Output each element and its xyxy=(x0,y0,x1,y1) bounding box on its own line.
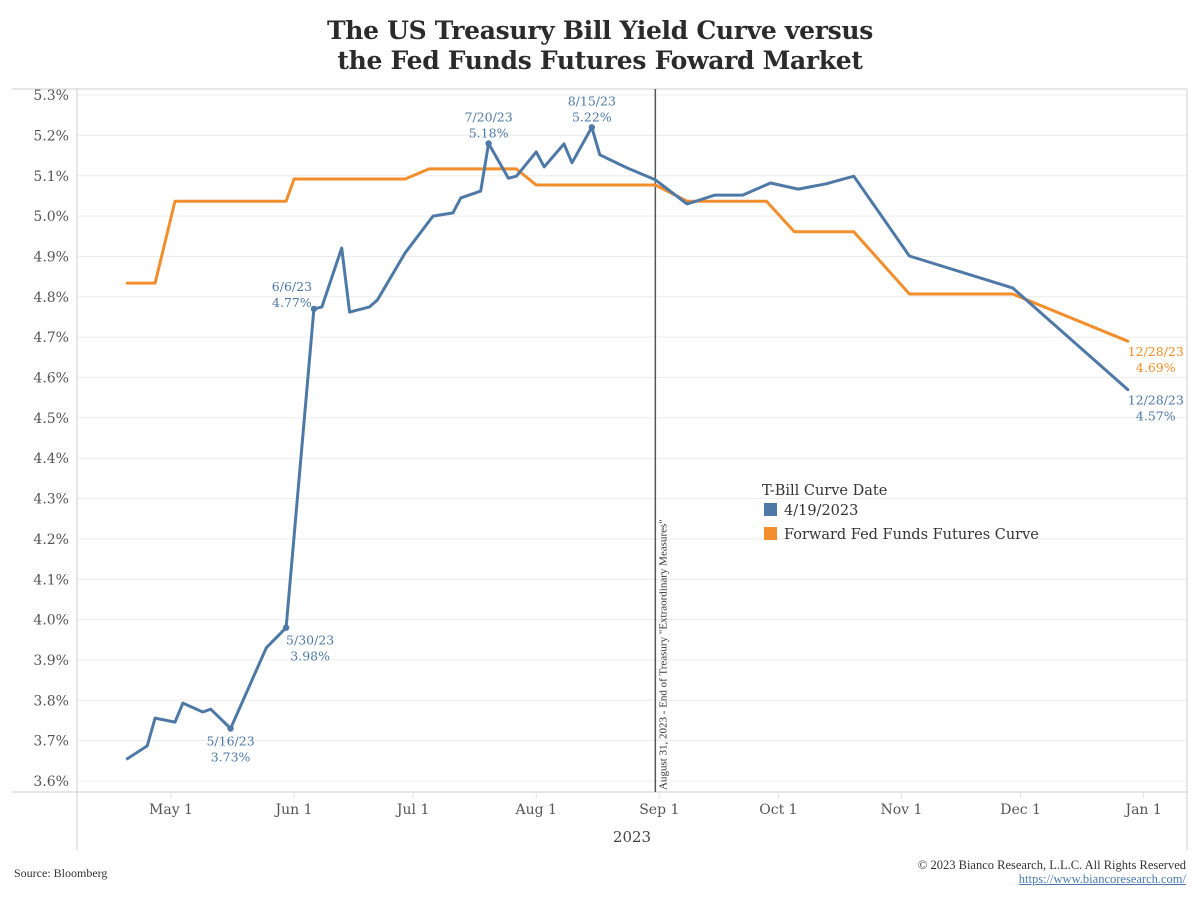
y-tick-label: 4.2% xyxy=(33,532,69,548)
x-tick-label: Jun 1 xyxy=(274,802,313,818)
annotation-label: 12/28/23 xyxy=(1128,344,1184,359)
y-tick-label: 4.1% xyxy=(33,572,69,588)
y-tick-label: 4.6% xyxy=(33,371,69,387)
annotation-label: 7/20/23 xyxy=(465,109,513,124)
y-tick-label: 5.3% xyxy=(33,88,69,104)
copyright-text: © 2023 Bianco Research, L.L.C. All Right… xyxy=(917,858,1186,872)
y-tick-label: 5.1% xyxy=(33,169,69,185)
x-tick-label: Dec 1 xyxy=(1000,802,1041,818)
website-link[interactable]: https://www.biancoresearch.com/ xyxy=(1018,872,1186,886)
y-axis-ticks: 3.6% 3.7% 3.8% 3.9% 4.0% 4.1% 4.2% 4.3% 4.4% 4.5%… xyxy=(33,88,69,790)
copyright-block: © 2023 Bianco Research, L.L.C. All Right… xyxy=(918,858,1186,886)
y-tick-label: 4.8% xyxy=(33,290,69,306)
legend-title: T-Bill Curve Date xyxy=(762,483,887,499)
annotation-label: 6/6/23 xyxy=(272,279,312,294)
series-line-tbill xyxy=(125,125,1130,761)
gridlines xyxy=(77,94,1187,782)
y-tick-label: 3.8% xyxy=(33,693,69,709)
y-tick-label: 3.7% xyxy=(33,734,69,750)
legend-label-tbill[interactable]: 4/19/2023 xyxy=(784,503,858,519)
series-group xyxy=(125,125,1130,761)
x-tick-label: Jul 1 xyxy=(395,802,429,818)
annotations-group: 5/16/233.73% 5/30/233.98% 6/6/234.77% 7/20/… xyxy=(206,93,1183,764)
reference-line-group: August 31, 2023 - End of Treasury "Extra… xyxy=(654,89,669,792)
annotation-label: 4.77% xyxy=(272,295,312,310)
annotation-label: 5/16/23 xyxy=(206,734,254,749)
source-note: Source: Bloomberg xyxy=(14,866,108,880)
x-tick-label: Sep 1 xyxy=(639,802,679,818)
annotation-label: 5.18% xyxy=(469,125,509,140)
legend: T-Bill Curve Date 4/19/2023 Forward Fed … xyxy=(762,483,1039,543)
y-tick-label: 5.0% xyxy=(33,209,69,225)
annotation-label: 5.22% xyxy=(572,109,612,124)
annotation-marker xyxy=(485,140,492,147)
y-tick-label: 4.0% xyxy=(33,613,69,629)
annotation-label: 3.98% xyxy=(290,649,330,664)
reference-line-label: August 31, 2023 - End of Treasury "Extra… xyxy=(657,519,669,790)
annotation-label: 3.73% xyxy=(211,750,251,765)
chart-title-line-1: The US Treasury Bill Yield Curve versus xyxy=(326,16,874,45)
y-tick-label: 5.2% xyxy=(33,128,69,144)
x-axis-ticks: May 1 Jun 1 Jul 1 Aug 1 Sep 1 Oct 1 Nov 1 Dec 1… xyxy=(149,792,1162,818)
legend-label-futures[interactable]: Forward Fed Funds Futures Curve xyxy=(784,527,1039,543)
x-axis-label: 2023 xyxy=(613,828,651,846)
y-tick-label: 3.9% xyxy=(33,653,69,669)
chart-title: The US Treasury Bill Yield Curve versus … xyxy=(0,16,1200,76)
annotation-marker xyxy=(227,725,234,732)
annotation-label: 12/28/23 xyxy=(1128,393,1184,408)
y-tick-label: 4.9% xyxy=(33,249,69,265)
annotation-label: 8/15/23 xyxy=(568,93,616,108)
x-tick-label: Jan 1 xyxy=(1123,802,1161,818)
plot-frame xyxy=(12,88,1188,850)
x-tick-label: Aug 1 xyxy=(515,802,557,818)
series-line-fed-funds-futures xyxy=(125,167,1130,343)
annotation-marker xyxy=(310,305,318,313)
annotation-marker xyxy=(588,124,596,131)
annotation-label: 4.69% xyxy=(1136,360,1176,375)
y-tick-label: 4.3% xyxy=(33,492,69,508)
annotation-marker xyxy=(282,624,290,631)
y-tick-label: 4.4% xyxy=(33,451,69,467)
y-tick-label: 4.5% xyxy=(33,411,69,427)
chart-title-line-2: the Fed Funds Futures Foward Market xyxy=(337,46,863,75)
x-tick-label: Oct 1 xyxy=(759,802,797,818)
y-tick-label: 3.6% xyxy=(33,774,69,790)
x-tick-label: Nov 1 xyxy=(881,802,923,818)
annotation-label: 4.57% xyxy=(1136,409,1176,424)
legend-swatch-futures xyxy=(764,527,777,540)
x-tick-label: May 1 xyxy=(149,802,193,818)
legend-swatch-tbill xyxy=(764,503,777,516)
y-tick-label: 4.7% xyxy=(33,330,69,346)
annotation-label: 5/30/23 xyxy=(286,633,334,648)
